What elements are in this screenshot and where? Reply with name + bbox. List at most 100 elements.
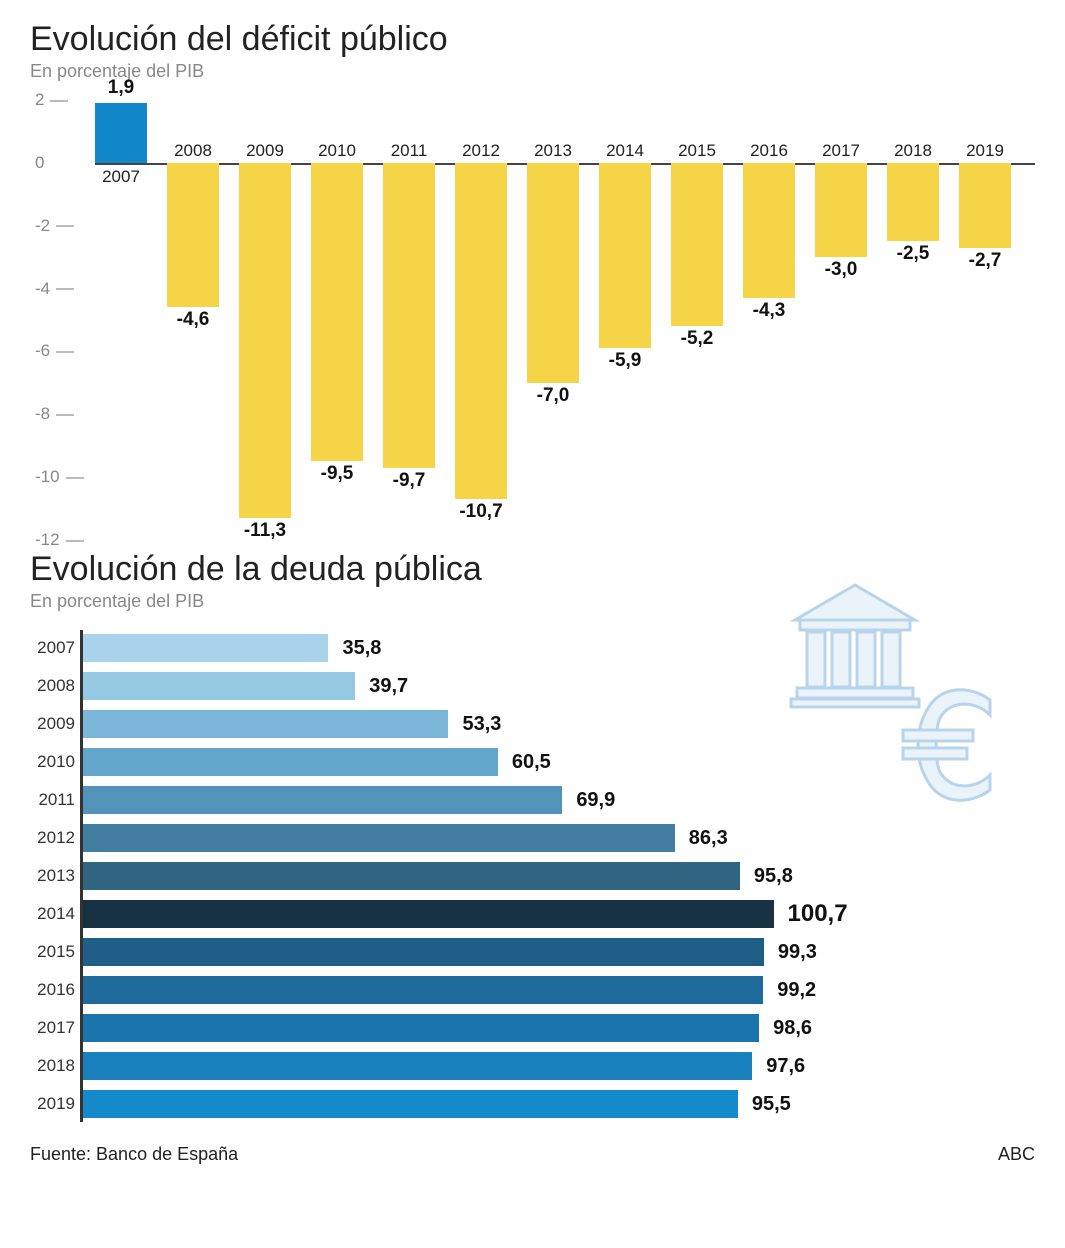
debt-value-label: 86,3 [689,827,728,850]
debt-bar [83,1014,759,1042]
deficit-plot-area: 20071,9 2008 -4,6 2009 -11,3 2010 -9,5 2011-9,7… [95,100,1035,540]
debt-bar [83,1090,738,1118]
deficit-year-label: 2014 [599,141,651,161]
deficit-ytick: -10 [35,467,84,487]
deficit-year-label: 2018 [887,141,939,161]
deficit-bar-col: 2010 -9,5 [311,100,363,540]
debt-year-label: 2014 [25,904,75,924]
deficit-ytick: -8 [35,404,74,424]
debt-value-label: 99,3 [778,941,817,964]
debt-bar [83,900,774,928]
deficit-bar-col: 20071,9 [95,100,147,540]
debt-value-label: 69,9 [576,789,615,812]
debt-row: 201897,6 [83,1048,980,1084]
credit-label: ABC [998,1144,1035,1165]
deficit-bar [599,163,651,348]
debt-value-label: 95,5 [752,1093,791,1116]
deficit-bar [887,163,939,242]
deficit-chart: 20-2-4-6-8-10-12 20071,92008-4,62009-11,… [35,100,1035,540]
deficit-year-label: 2009 [239,141,291,161]
deficit-value-label: -9,5 [311,463,363,485]
debt-year-label: 2017 [25,1018,75,1038]
debt-row: 201169,9 [83,782,980,818]
deficit-year-label: 2008 [167,141,219,161]
deficit-bar-col: 2008 -4,6 [167,100,219,540]
deficit-bar [959,163,1011,248]
deficit-bar-col: 2012-10,7 [455,100,507,540]
deficit-bar-col: 2011-9,7 [383,100,435,540]
debt-year-label: 2009 [25,714,75,734]
deficit-value-label: -5,9 [599,350,651,372]
deficit-title: Evolución del déficit público [30,20,1035,59]
deficit-ytick: -6 [35,341,74,361]
decorative-icons [785,580,995,780]
deficit-value-label: -4,6 [167,309,219,331]
deficit-value-label: -11,3 [239,520,291,542]
debt-row: 201699,2 [83,972,980,1008]
debt-bar [83,634,328,662]
deficit-ytick: -12 [35,530,84,550]
deficit-value-label: -4,3 [743,300,795,322]
deficit-bar-col: 2013 -7,0 [527,100,579,540]
deficit-bar [743,163,795,298]
deficit-bar [311,163,363,462]
debt-value-label: 95,8 [754,865,793,888]
deficit-bar [455,163,507,499]
debt-row: 2014100,7 [83,896,980,932]
deficit-year-label: 2011 [383,141,435,161]
debt-bar [83,938,764,966]
deficit-year-label: 2007 [95,167,147,187]
debt-row: 201798,6 [83,1010,980,1046]
deficit-year-label: 2019 [959,141,1011,161]
debt-bar [83,862,740,890]
deficit-year-label: 2012 [455,141,507,161]
debt-row: 201599,3 [83,934,980,970]
debt-row: 201395,8 [83,858,980,894]
debt-bar [83,976,763,1004]
deficit-bar [671,163,723,326]
deficit-bar-col: 2015-5,2 [671,100,723,540]
deficit-bar-col: 2016 -4,3 [743,100,795,540]
debt-year-label: 2011 [25,790,75,810]
debt-row: 201286,3 [83,820,980,856]
deficit-value-label: -5,2 [671,328,723,350]
deficit-ytick: 0 [35,153,44,173]
deficit-bar-col: 2018 -2,5 [887,100,939,540]
deficit-y-axis: 20-2-4-6-8-10-12 [35,100,75,540]
debt-year-label: 2016 [25,980,75,1000]
deficit-year-label: 2010 [311,141,363,161]
debt-year-label: 2008 [25,676,75,696]
deficit-ytick: -4 [35,279,74,299]
deficit-bar-col: 2014 -5,9 [599,100,651,540]
deficit-year-label: 2013 [527,141,579,161]
debt-value-label: 100,7 [788,900,848,928]
deficit-ytick: 2 [35,90,68,110]
deficit-value-label: 1,9 [95,77,147,99]
deficit-bar [167,163,219,308]
deficit-bar [815,163,867,257]
debt-row: 201995,5 [83,1086,980,1122]
debt-bar [83,1052,752,1080]
deficit-bar-col: 2017-3,0 [815,100,867,540]
deficit-value-label: -7,0 [527,385,579,407]
debt-value-label: 98,6 [773,1017,812,1040]
deficit-ytick: -2 [35,216,74,236]
debt-bar [83,672,355,700]
deficit-year-label: 2016 [743,141,795,161]
deficit-bar-col: 2019-2,7 [959,100,1011,540]
debt-year-label: 2010 [25,752,75,772]
debt-year-label: 2018 [25,1056,75,1076]
debt-year-label: 2015 [25,942,75,962]
debt-year-label: 2007 [25,638,75,658]
debt-year-label: 2013 [25,866,75,886]
debt-value-label: 99,2 [777,979,816,1002]
deficit-bar [239,163,291,518]
debt-bar [83,824,675,852]
deficit-bar-col: 2009 -11,3 [239,100,291,540]
debt-value-label: 60,5 [512,751,551,774]
deficit-bar [95,103,147,163]
deficit-value-label: -3,0 [815,259,867,281]
deficit-value-label: -2,5 [887,243,939,265]
deficit-bar [383,163,435,468]
debt-bar [83,710,448,738]
